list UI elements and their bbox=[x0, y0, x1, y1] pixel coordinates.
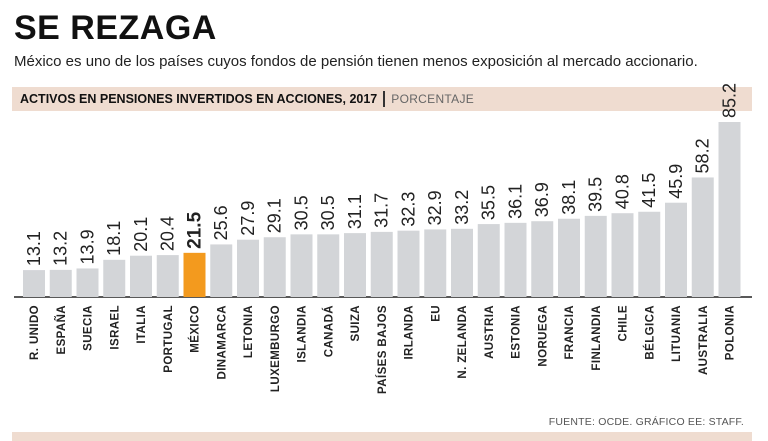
category-label-11: CANADÁ bbox=[322, 305, 335, 357]
value-label-19: 36.9 bbox=[532, 182, 552, 217]
category-label-12: SUIZA bbox=[350, 305, 362, 342]
category-label-3: ISRAEL bbox=[109, 305, 121, 350]
value-label-0: 13.1 bbox=[24, 231, 44, 266]
value-label-15: 32.9 bbox=[425, 190, 445, 225]
value-label-16: 33.2 bbox=[452, 190, 472, 225]
value-label-13: 31.7 bbox=[372, 193, 392, 228]
bar-22 bbox=[611, 213, 634, 297]
category-label-15: EU bbox=[430, 305, 442, 322]
category-label-9: LUXEMBURGO bbox=[270, 305, 282, 392]
page-title: SE REZAGA bbox=[14, 9, 217, 47]
category-label-26: POLONIA bbox=[725, 305, 737, 360]
category-label-5: PORTUGAL bbox=[163, 305, 175, 373]
bar-1 bbox=[49, 269, 72, 297]
value-label-14: 32.3 bbox=[399, 192, 419, 227]
category-label-20: FRANCIA bbox=[564, 305, 576, 360]
value-label-7: 25.6 bbox=[211, 205, 231, 240]
category-label-1: ESPAÑA bbox=[55, 305, 68, 354]
bottom-band bbox=[12, 432, 752, 441]
category-label-21: FINLANDIA bbox=[591, 305, 603, 371]
category-label-22: CHILE bbox=[618, 305, 630, 342]
bar-16 bbox=[451, 228, 473, 297]
header-separator bbox=[383, 91, 386, 107]
bar-26 bbox=[718, 122, 741, 297]
value-label-2: 13.9 bbox=[78, 229, 98, 264]
value-label-8: 27.9 bbox=[238, 201, 258, 236]
bar-4 bbox=[130, 255, 152, 297]
bar-14 bbox=[397, 230, 420, 297]
category-label-10: ISLANDIA bbox=[297, 305, 309, 363]
bar-25 bbox=[691, 177, 714, 297]
value-label-26: 85.2 bbox=[720, 83, 740, 118]
value-label-6: 21.5 bbox=[185, 211, 206, 248]
bar-17 bbox=[477, 224, 500, 297]
category-label-16: N. ZELANDA bbox=[457, 305, 469, 379]
bar-18 bbox=[504, 222, 527, 297]
value-label-3: 18.1 bbox=[104, 221, 124, 256]
bar-2 bbox=[76, 268, 99, 297]
unit-label: PORCENTAJE bbox=[391, 92, 475, 106]
bar-19 bbox=[531, 221, 554, 297]
value-label-18: 36.1 bbox=[506, 184, 526, 219]
value-label-21: 39.5 bbox=[586, 177, 606, 212]
value-label-10: 30.5 bbox=[292, 195, 312, 230]
bar-24 bbox=[665, 202, 687, 297]
category-label-6: MÉXICO bbox=[189, 305, 202, 353]
value-label-1: 13.2 bbox=[51, 231, 71, 266]
bar-15 bbox=[424, 229, 447, 297]
bar-9 bbox=[263, 237, 286, 297]
value-label-17: 35.5 bbox=[479, 185, 499, 220]
bar-20 bbox=[558, 218, 580, 297]
value-label-20: 38.1 bbox=[559, 180, 579, 215]
category-label-18: ESTONIA bbox=[511, 305, 523, 359]
value-label-11: 30.5 bbox=[318, 195, 338, 230]
value-label-5: 20.4 bbox=[158, 216, 178, 251]
bar-12 bbox=[344, 233, 366, 297]
bar-11 bbox=[317, 234, 340, 297]
category-label-2: SUECIA bbox=[83, 305, 95, 351]
category-label-17: AUSTRIA bbox=[484, 305, 496, 359]
bar-13 bbox=[370, 231, 393, 297]
chart-title: ACTIVOS EN PENSIONES INVERTIDOS EN ACCIO… bbox=[20, 92, 378, 106]
value-label-24: 45.9 bbox=[666, 164, 686, 199]
value-label-22: 40.8 bbox=[613, 174, 633, 209]
category-label-14: IRLANDA bbox=[404, 305, 416, 360]
source-note: FUENTE: OCDE. GRÁFICO EE: STAFF. bbox=[548, 416, 744, 428]
bar-23 bbox=[638, 211, 661, 297]
category-label-25: AUSTRALIA bbox=[698, 305, 710, 375]
category-label-0: R. UNIDO bbox=[29, 305, 41, 360]
value-label-25: 58.2 bbox=[693, 138, 713, 173]
value-label-23: 41.5 bbox=[639, 173, 659, 208]
bar-10 bbox=[290, 234, 313, 297]
bar-0 bbox=[23, 270, 45, 297]
value-label-9: 29.1 bbox=[265, 198, 285, 233]
bar-6 bbox=[183, 252, 206, 297]
chart-header-band: ACTIVOS EN PENSIONES INVERTIDOS EN ACCIO… bbox=[12, 87, 752, 111]
value-label-4: 20.1 bbox=[131, 217, 151, 252]
bar-7 bbox=[210, 244, 233, 297]
category-label-23: BÉLGICA bbox=[643, 305, 656, 360]
category-label-7: DINAMARCA bbox=[216, 305, 228, 380]
bar-8 bbox=[237, 239, 259, 297]
category-label-8: LETONIA bbox=[243, 305, 255, 358]
bar-5 bbox=[156, 255, 179, 297]
category-label-13: PAÍSES BAJOS bbox=[376, 305, 389, 394]
category-label-24: LITUANIA bbox=[671, 305, 683, 362]
bar-21 bbox=[584, 215, 607, 297]
category-label-4: ITALIA bbox=[136, 305, 148, 344]
bar-3 bbox=[103, 259, 126, 297]
page-subtitle: México es uno de los países cuyos fondos… bbox=[14, 53, 698, 70]
category-label-19: NORUEGA bbox=[537, 305, 549, 367]
value-label-12: 31.1 bbox=[345, 194, 365, 229]
